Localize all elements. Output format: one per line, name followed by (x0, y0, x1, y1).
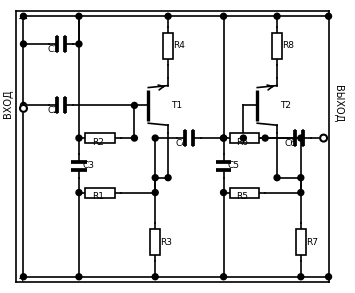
Circle shape (131, 103, 137, 108)
Text: R7: R7 (306, 238, 318, 247)
Circle shape (220, 13, 226, 19)
Circle shape (165, 175, 171, 181)
Circle shape (152, 274, 158, 280)
Circle shape (22, 107, 25, 110)
Circle shape (274, 13, 280, 19)
Circle shape (326, 274, 332, 280)
Circle shape (262, 135, 268, 141)
Text: +: + (17, 274, 27, 284)
Text: −: − (17, 13, 28, 26)
Circle shape (220, 274, 226, 280)
Circle shape (298, 274, 304, 280)
Text: R3: R3 (160, 238, 172, 247)
Text: R5: R5 (236, 193, 248, 202)
Circle shape (21, 274, 26, 280)
Bar (85, 188, 115, 197)
Circle shape (298, 135, 304, 141)
Circle shape (20, 105, 27, 112)
Circle shape (298, 190, 304, 195)
Bar (296, 229, 306, 255)
Text: C1: C1 (47, 45, 59, 54)
Circle shape (274, 175, 280, 181)
Text: T1: T1 (171, 101, 182, 110)
Circle shape (220, 190, 226, 195)
Circle shape (152, 190, 158, 195)
Circle shape (152, 135, 158, 141)
Text: ВЫХОД: ВЫХОД (333, 85, 344, 122)
Bar (229, 188, 259, 197)
Text: C4: C4 (175, 139, 187, 148)
Circle shape (76, 274, 82, 280)
Circle shape (152, 175, 158, 181)
Bar (272, 33, 282, 59)
Circle shape (76, 190, 82, 195)
Text: R1: R1 (92, 193, 104, 202)
Text: R4: R4 (173, 42, 185, 50)
Text: R8: R8 (282, 42, 294, 50)
Circle shape (21, 103, 26, 108)
Text: C3: C3 (83, 161, 95, 170)
Circle shape (76, 135, 82, 141)
Circle shape (298, 175, 304, 181)
Text: R2: R2 (92, 138, 104, 147)
Circle shape (320, 134, 327, 142)
Circle shape (220, 135, 226, 141)
Text: C2: C2 (47, 106, 59, 115)
Circle shape (21, 13, 26, 19)
Text: T2: T2 (280, 101, 291, 110)
Text: R6: R6 (236, 138, 248, 147)
Circle shape (220, 135, 226, 141)
Circle shape (326, 13, 332, 19)
Circle shape (240, 135, 246, 141)
Text: ВХОД: ВХОД (2, 89, 13, 118)
Bar (163, 33, 173, 59)
Bar (85, 133, 115, 143)
Bar (229, 133, 259, 143)
Circle shape (131, 135, 137, 141)
Circle shape (21, 41, 26, 47)
Bar (150, 229, 160, 255)
Circle shape (76, 41, 82, 47)
Circle shape (76, 13, 82, 19)
Text: C6: C6 (285, 139, 297, 148)
Circle shape (165, 13, 171, 19)
Text: C5: C5 (228, 161, 240, 170)
